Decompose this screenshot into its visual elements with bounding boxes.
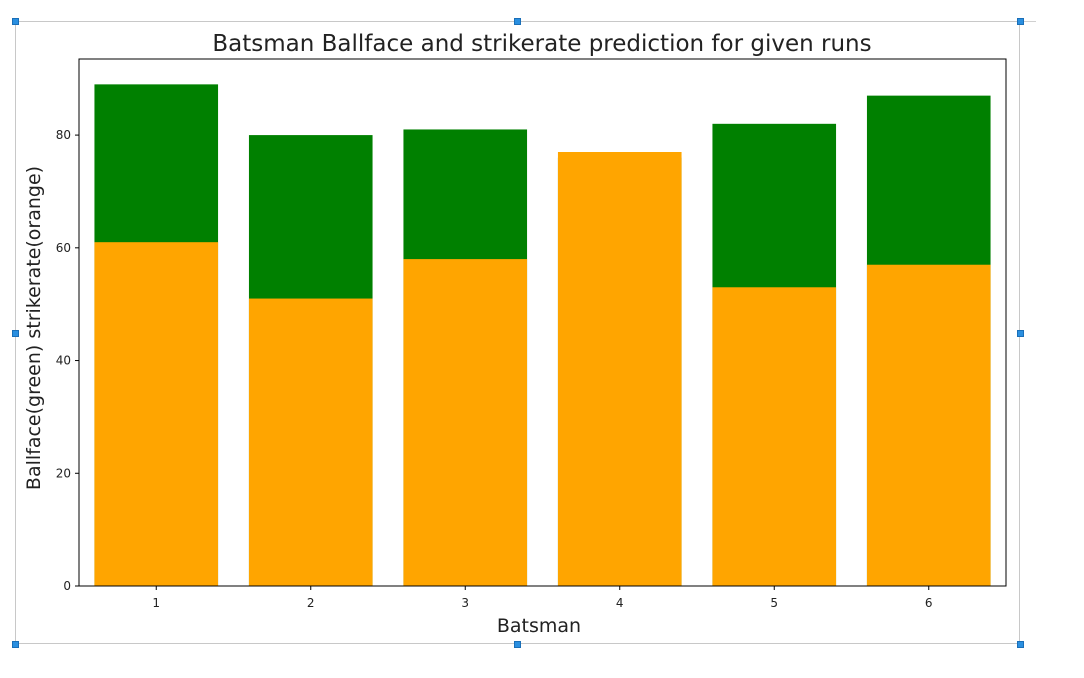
- resize-handle-top[interactable]: [514, 18, 521, 25]
- x-axis-label: Batsman: [497, 615, 581, 637]
- resize-handle-left[interactable]: [12, 330, 19, 337]
- x-tick-label: 6: [925, 596, 933, 610]
- y-tick-label: 40: [56, 354, 71, 368]
- bar-series1-batsman-2: [248, 298, 373, 586]
- x-tick-label: 3: [461, 596, 469, 610]
- y-tick-label: 80: [56, 128, 71, 142]
- y-tick-label: 0: [63, 579, 71, 593]
- x-tick-label: 1: [152, 596, 160, 610]
- frame-guide-line: [1020, 21, 1036, 22]
- x-tick-label: 5: [770, 596, 778, 610]
- bar-series1-batsman-6: [866, 264, 991, 586]
- axes-frame: [78, 58, 1007, 587]
- resize-handle-top-left[interactable]: [12, 18, 19, 25]
- y-axis-label: Ballface(green) strikerate(orange): [23, 166, 45, 490]
- y-tick-label: 60: [56, 241, 71, 255]
- bar-series1-batsman-3: [403, 259, 528, 586]
- bar-series1-batsman-4: [557, 152, 682, 586]
- chart-title: Batsman Ballface and strikerate predicti…: [212, 31, 871, 57]
- y-tick-label: 20: [56, 466, 71, 480]
- resize-handle-right[interactable]: [1017, 330, 1024, 337]
- plot-area: 0 20 40 60 80 1 2 3 4 5 6: [56, 58, 1007, 610]
- bar-series1-batsman-5: [712, 287, 837, 586]
- x-tick-label: 2: [307, 596, 315, 610]
- resize-handle-bottom-right[interactable]: [1017, 641, 1024, 648]
- resize-handle-bottom[interactable]: [514, 641, 521, 648]
- x-tick-label: 4: [616, 596, 624, 610]
- resize-handle-top-right[interactable]: [1017, 18, 1024, 25]
- bar-series1-batsman-1: [94, 242, 219, 586]
- resize-handle-bottom-left[interactable]: [12, 641, 19, 648]
